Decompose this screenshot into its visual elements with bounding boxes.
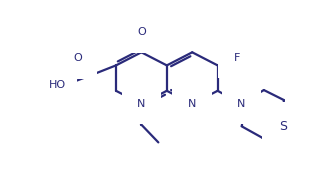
Text: O: O	[73, 53, 82, 64]
Text: O: O	[137, 27, 146, 37]
Text: N: N	[237, 99, 246, 109]
Text: F: F	[234, 53, 240, 63]
Text: S: S	[279, 120, 287, 133]
Text: N: N	[188, 99, 197, 109]
Text: HO: HO	[49, 80, 66, 90]
Text: N: N	[137, 99, 145, 109]
